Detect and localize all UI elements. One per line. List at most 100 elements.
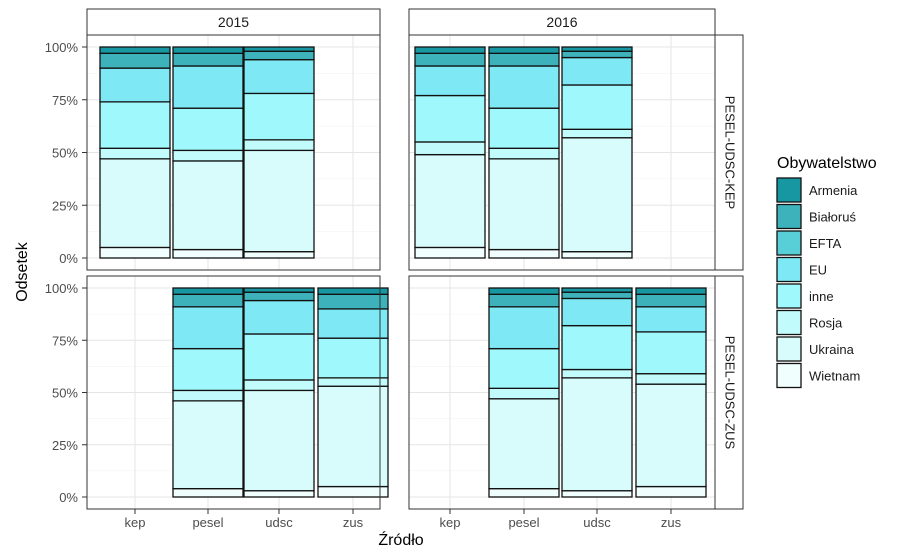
x-tick-label: pesel [192,515,223,530]
bar-segment-białoruś [243,50,315,61]
bar-segment-armenia [243,46,315,52]
bar-segment-ukraina [243,149,315,253]
y-tick-label: 75% [52,333,78,348]
bar-segment-eu [99,67,171,103]
bar-segment-inne [243,333,315,381]
legend-label: Białoruś [809,210,856,225]
y-axis-title: Odsetek [14,241,31,302]
bar-segment-wietnam [172,487,244,498]
bar-segment-rosja [243,139,315,152]
y-tick-label: 25% [52,438,78,453]
bar-segment-ukraina [561,377,633,492]
bar-segment-białoruś [243,291,315,302]
y-tick-label: 50% [52,386,78,401]
bar-segment-armenia [172,287,244,295]
bar-segment-inne [243,92,315,141]
bar-segment-inne [561,84,633,130]
bar-segment-eu [172,65,244,109]
facet-label-column: 2016 [546,14,577,30]
bar-segment-wietnam [561,251,633,259]
legend-label: Rosja [809,316,843,331]
legend-key-inne [776,283,802,309]
bar-segment-armenia [561,287,633,293]
legend-key-armenia [776,177,802,203]
bar-segment-ukraina [488,158,560,251]
bar-segment-białoruś [561,291,633,300]
bar-segment-armenia [317,287,389,295]
bar-segment-ukraina [488,398,560,490]
y-tick-label: 50% [52,146,78,161]
bar-segment-wietnam [172,248,244,259]
bar-segment-eu [488,306,560,350]
bar-segment-rosja [317,377,389,387]
facet-label-row: PESEL-UDSC-KEP [723,96,738,209]
facet-label-column: 2015 [218,14,249,30]
bar-segment-wietnam [243,490,315,498]
bar-segment-eu [561,56,633,86]
bar-segment-armenia [561,46,633,52]
legend-key-wietnam [776,362,802,389]
legend-key-rosja [776,309,802,336]
bar-segment-inne [635,331,707,375]
bar-segment-eu [488,65,560,109]
y-tick-label: 0% [59,490,78,505]
bar-segment-rosja [488,147,560,160]
bar-segment-rosja [414,141,486,156]
legend-label: EFTA [809,236,842,251]
bar-segment-wietnam [99,246,171,259]
bar-segment-rosja [172,389,244,402]
bar-segment-eu [172,306,244,350]
bar-segment-wietnam [414,246,486,259]
bar-segment-armenia [488,46,560,54]
bar-segment-wietnam [488,487,560,498]
legend-key-ukraina [776,336,802,362]
y-tick-label: 75% [52,93,78,108]
facet-strip-row [714,34,744,271]
bar-segment-wietnam [561,490,633,498]
x-axis-title: Źródło [378,530,423,548]
bar-segment-eu [243,299,315,335]
bar-segment-ukraina [99,158,171,249]
bar-segment-ukraina [172,400,244,490]
x-tick-label: pesel [508,515,539,530]
bar-segment-armenia [488,287,560,295]
bar-segment-eu [635,306,707,333]
facet-strip-column [408,8,716,36]
bar-segment-inne [561,324,633,371]
bar-segment-armenia [243,287,315,293]
bar-segment-wietnam [243,251,315,259]
bar-segment-inne [488,107,560,149]
bar-segment-wietnam [317,485,389,498]
bar-segment-ukraina [243,389,315,492]
facet-strip-column [86,8,381,36]
bar-segment-ukraina [561,137,633,253]
legend-label: Ukraina [809,342,855,357]
bar-segment-białoruś [635,293,707,308]
bar-segment-rosja [561,128,633,139]
bar-segment-inne [488,347,560,389]
bar-segment-wietnam [635,485,707,498]
bar-segment-armenia [635,287,707,295]
bar-segment-armenia [172,46,244,54]
x-tick-label: zus [661,515,682,530]
bar-segment-eu [561,297,633,327]
bar-segment-białoruś [561,50,633,59]
bar-segment-białoruś [488,293,560,308]
bar-segment-białoruś [172,293,244,308]
bar-segment-rosja [561,368,633,379]
facet-label-row: PESEL-UDSC-ZUS [723,336,738,450]
bar-segment-inne [414,94,486,143]
bar-segment-ukraina [414,153,486,249]
bar-segment-inne [99,101,171,149]
y-tick-label: 100% [45,281,79,296]
x-tick-label: zus [343,515,364,530]
x-tick-label: kep [125,515,146,530]
y-tick-label: 100% [45,40,79,55]
legend-label: inne [809,289,834,304]
bar-segment-ukraina [317,385,389,488]
legend-label: Armenia [809,183,858,198]
bar-segment-inne [172,347,244,392]
x-tick-label: udsc [265,515,293,530]
